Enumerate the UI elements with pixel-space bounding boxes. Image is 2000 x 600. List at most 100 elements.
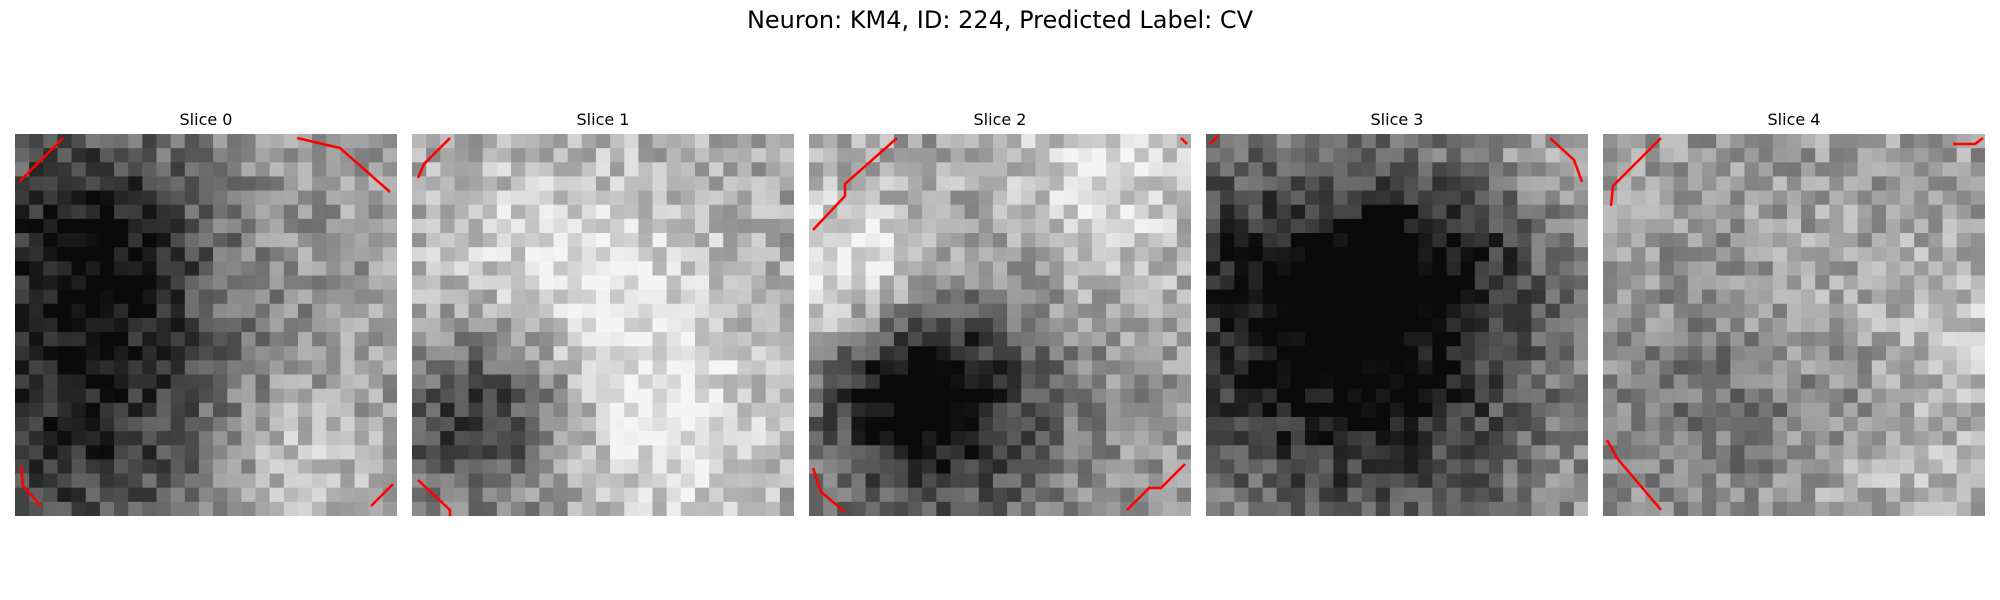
- pixel-cell: [297, 148, 313, 163]
- pixel-cell: [865, 501, 881, 516]
- pixel-cell: [1871, 176, 1887, 192]
- pixel-cell: [737, 317, 753, 333]
- pixel-cell: [1474, 431, 1490, 446]
- pixel-cell: [114, 459, 129, 475]
- pixel-cell: [1120, 204, 1136, 220]
- pixel-cell: [340, 289, 356, 305]
- pixel-cell: [922, 190, 937, 206]
- pixel-cell: [368, 289, 384, 305]
- pixel-cell: [454, 416, 470, 432]
- pixel-cell: [1007, 360, 1022, 376]
- pixel-cell: [624, 431, 639, 446]
- pixel-cell: [1531, 431, 1547, 446]
- pixel-cell: [1815, 204, 1830, 220]
- pixel-cell: [1375, 402, 1391, 418]
- pixel-cell: [1148, 459, 1164, 475]
- pixel-cell: [1162, 360, 1178, 376]
- pixel-cell: [992, 176, 1008, 192]
- pixel-cell: [1645, 416, 1661, 432]
- pixel-cell: [751, 374, 767, 390]
- pixel-cell: [1389, 204, 1405, 220]
- pixel-cell: [638, 360, 654, 376]
- pixel-cell: [227, 289, 242, 305]
- pixel-cell: [482, 346, 498, 361]
- pixel-cell: [1375, 431, 1391, 446]
- pixel-cell: [936, 317, 952, 333]
- pixel-cell: [1290, 233, 1306, 248]
- pixel-cell: [43, 416, 59, 432]
- pixel-cell: [1021, 204, 1036, 220]
- pixel-cell: [1290, 218, 1306, 234]
- pixel-cell: [837, 360, 853, 376]
- pixel-cell: [1077, 374, 1093, 390]
- pixel-cell: [468, 487, 484, 503]
- pixel-cell: [1503, 162, 1518, 178]
- pixel-cell: [1673, 303, 1689, 319]
- pixel-cell: [950, 204, 966, 220]
- pixel-cell: [184, 317, 200, 333]
- pixel-cell: [382, 332, 397, 347]
- pixel-cell: [213, 416, 228, 432]
- pixel-cell: [255, 289, 271, 305]
- pixel-cell: [468, 459, 484, 475]
- pixel-cell: [382, 445, 397, 461]
- pixel-cell: [567, 388, 583, 404]
- pixel-cell: [57, 346, 73, 361]
- pixel-cell: [1631, 501, 1647, 516]
- pixel-cell: [1035, 487, 1051, 503]
- pixel-cell: [1148, 346, 1164, 361]
- pixel-cell: [1970, 332, 1985, 347]
- pixel-cell: [99, 346, 115, 361]
- pixel-cell: [595, 431, 611, 446]
- pixel-cell: [1432, 275, 1448, 291]
- pixel-cell: [851, 317, 867, 333]
- pixel-cell: [1361, 459, 1377, 475]
- pixel-cell: [184, 431, 200, 446]
- pixel-cell: [950, 176, 966, 192]
- pixel-cell: [184, 261, 200, 277]
- pixel-cell: [1347, 360, 1363, 376]
- pixel-cell: [1702, 289, 1717, 305]
- pixel-cell: [85, 289, 101, 305]
- pixel-cell: [1446, 233, 1462, 248]
- pixel-cell: [1305, 388, 1320, 404]
- pixel-cell: [595, 148, 611, 163]
- pixel-cell: [1290, 416, 1306, 432]
- pixel-cell: [1503, 402, 1518, 418]
- pixel-cell: [128, 473, 143, 489]
- pixel-cell: [184, 487, 200, 503]
- pixel-cell: [482, 431, 498, 446]
- pixel-cell: [765, 162, 781, 178]
- pixel-cell: [1460, 431, 1476, 446]
- pixel-cell: [1914, 303, 1930, 319]
- pixel-cell: [57, 303, 73, 319]
- pixel-cell: [553, 346, 569, 361]
- pixel-cell: [1333, 487, 1349, 503]
- pixel-cell: [1474, 402, 1490, 418]
- pixel-cell: [1928, 473, 1944, 489]
- pixel-cell: [1446, 388, 1462, 404]
- pixel-cell: [950, 346, 966, 361]
- pixel-cell: [99, 374, 115, 390]
- pixel-cell: [1488, 289, 1504, 305]
- pixel-cell: [297, 176, 313, 192]
- pixel-cell: [1389, 459, 1405, 475]
- pixel-cell: [170, 317, 186, 333]
- pixel-cell: [1432, 487, 1448, 503]
- pixel-cell: [1517, 247, 1533, 262]
- pixel-cell: [426, 445, 441, 461]
- pixel-cell: [1432, 360, 1448, 376]
- pixel-cell: [1206, 204, 1221, 220]
- pixel-cell: [1488, 233, 1504, 248]
- pixel-cell: [1503, 190, 1518, 206]
- pixel-cell: [1645, 289, 1661, 305]
- pixel-cell: [1488, 445, 1504, 461]
- pixel-cell: [638, 416, 654, 432]
- pixel-cell: [412, 218, 427, 234]
- pixel-cell: [1758, 233, 1774, 248]
- contour-line: [416, 137, 451, 179]
- pixel-cell: [1319, 459, 1334, 475]
- pixel-cell: [1063, 431, 1079, 446]
- pixel-cell: [1375, 473, 1391, 489]
- pixel-cell: [1162, 487, 1178, 503]
